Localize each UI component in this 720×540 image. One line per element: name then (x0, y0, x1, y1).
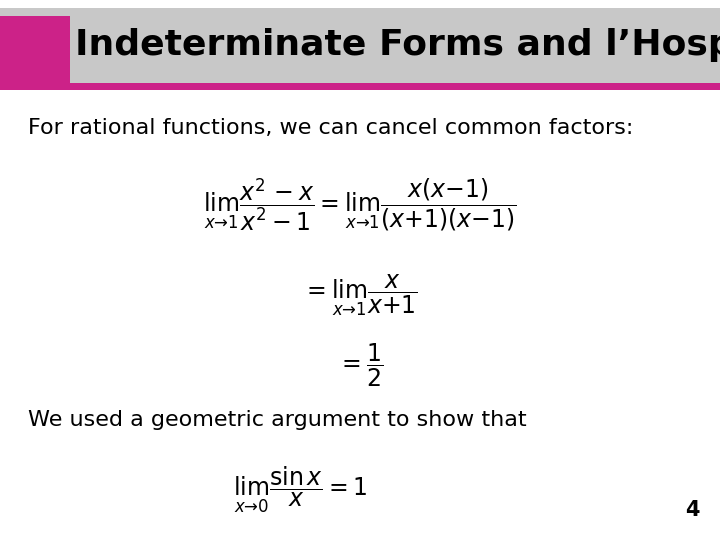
Text: $\lim_{x \to 0} \dfrac{\sin x}{x} = 1$: $\lim_{x \to 0} \dfrac{\sin x}{x} = 1$ (233, 465, 367, 515)
Text: Indeterminate Forms and l’Hospital’s Rule: Indeterminate Forms and l’Hospital’s Rul… (75, 29, 720, 63)
Text: For rational functions, we can cancel common factors:: For rational functions, we can cancel co… (28, 118, 634, 138)
Text: $= \lim_{x \to 1} \dfrac{x}{x + 1}$: $= \lim_{x \to 1} \dfrac{x}{x + 1}$ (302, 272, 418, 318)
Bar (0, 83, 720, 90)
Text: We used a geometric argument to show that: We used a geometric argument to show tha… (28, 410, 526, 430)
Bar (0, 8, 720, 90)
Bar (0, 16, 70, 90)
Text: $\lim_{x \to 1} \dfrac{x^2 - x}{x^2 - 1} = \lim_{x \to 1} \dfrac{x(x-1)}{(x+1)(x: $\lim_{x \to 1} \dfrac{x^2 - x}{x^2 - 1}… (203, 177, 517, 233)
Text: $= \dfrac{1}{2}$: $= \dfrac{1}{2}$ (337, 341, 383, 389)
Text: 4: 4 (685, 500, 700, 520)
